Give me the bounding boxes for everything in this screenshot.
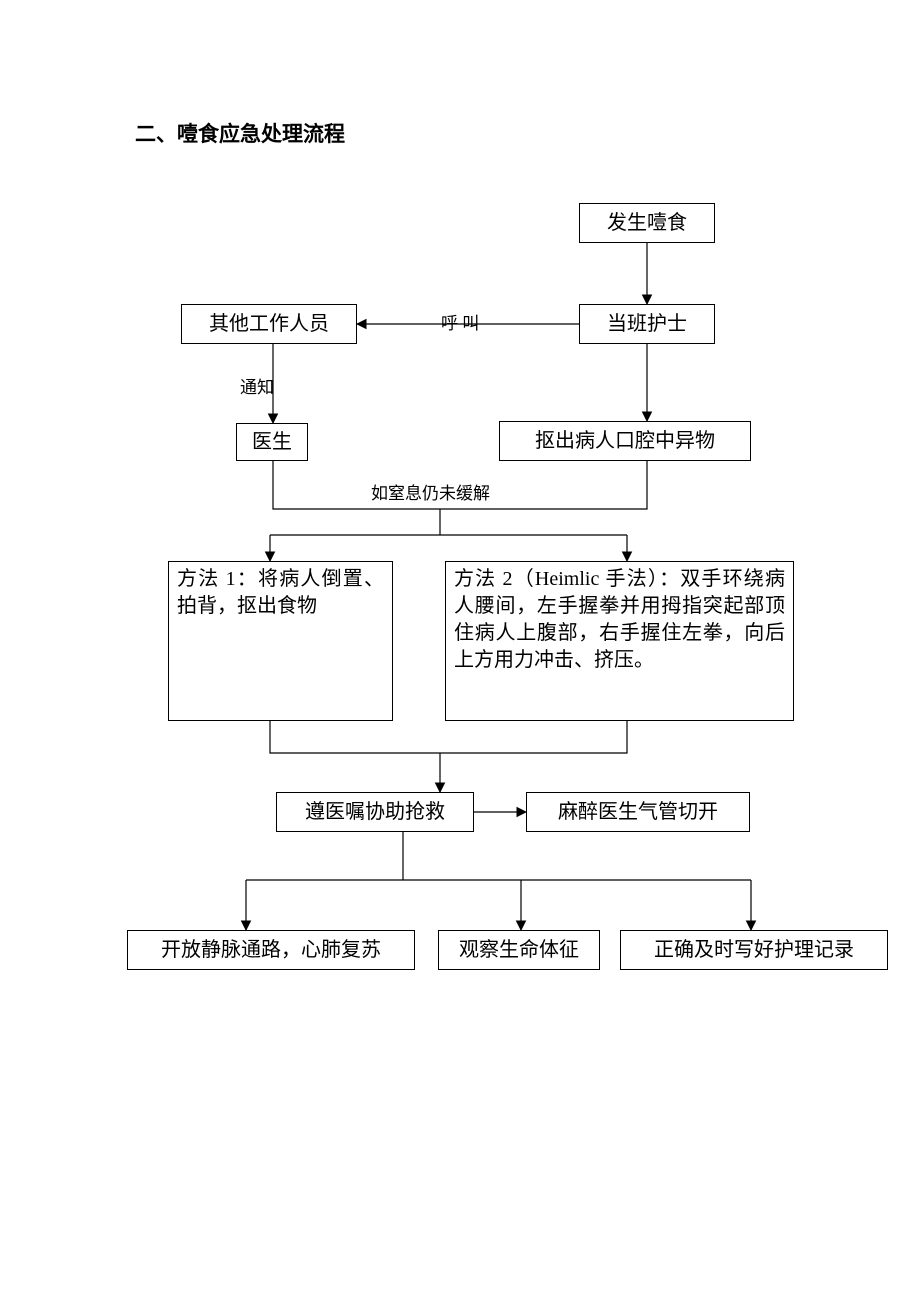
node-iv: 开放静脉通路，心肺复苏 (127, 930, 415, 970)
page-title: 二、噎食应急处理流程 (135, 118, 345, 148)
node-start: 发生噎食 (579, 203, 715, 243)
node-assist: 遵医嘱协助抢救 (276, 792, 474, 832)
node-method1: 方法 1：将病人倒置、拍背，抠出食物 (168, 561, 393, 721)
page: 二、噎食应急处理流程 发生噎食 当班护士 其他工作人员 医生 抠出病人口腔中异物… (0, 0, 920, 1302)
node-remove: 抠出病人口腔中异物 (499, 421, 751, 461)
node-trache: 麻醉医生气管切开 (526, 792, 750, 832)
node-vitals: 观察生命体征 (438, 930, 600, 970)
node-staff: 其他工作人员 (181, 304, 357, 344)
node-nurse: 当班护士 (579, 304, 715, 344)
edge-label-notify: 通知 (240, 373, 274, 398)
node-doctor: 医生 (236, 423, 308, 461)
edge-label-cond: 如窒息仍未缓解 (371, 479, 490, 504)
node-record: 正确及时写好护理记录 (620, 930, 888, 970)
edge-label-call: 呼 叫 (441, 309, 479, 334)
node-method2: 方法 2（Heimlic 手法）：双手环绕病人腰间，左手握拳并用拇指突起部顶住病… (445, 561, 794, 721)
